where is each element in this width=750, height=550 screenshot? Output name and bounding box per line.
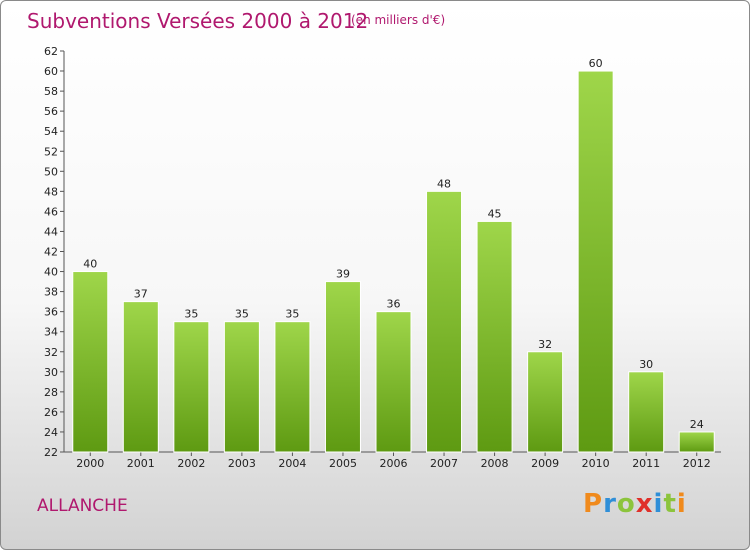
y-tick-label: 34 (44, 326, 58, 339)
data-label-2007: 48 (437, 177, 451, 190)
x-tick-label: 2001 (127, 457, 155, 470)
x-tick-label: 2010 (582, 457, 610, 470)
bar-2008 (476, 220, 513, 453)
data-label-2010: 60 (589, 57, 603, 70)
x-tick-label: 2011 (632, 457, 660, 470)
data-label-2009: 32 (538, 338, 552, 351)
axes: 22 24 26 28 30 32 34 36 38 40 42 44 46 48 50 52 54 56 58 60… (44, 45, 721, 459)
data-label-2008: 45 (488, 207, 502, 220)
logo-letter: i (653, 489, 664, 519)
commune-name: ALLANCHE (37, 496, 128, 516)
chart-title: Subventions Versées 2000 à 2012 (27, 9, 369, 33)
data-label-2001: 37 (134, 288, 148, 301)
y-tick-label: 32 (44, 346, 58, 359)
logo-letter: P (583, 489, 604, 519)
data-label-2011: 30 (639, 358, 653, 371)
x-tick-label: 2003 (228, 457, 256, 470)
bar-2012 (678, 431, 715, 453)
y-tick-label: 22 (44, 446, 58, 459)
logo-letter: t (663, 489, 677, 519)
logo-letter: o (616, 489, 636, 519)
unit-note: (en milliers d'€) (351, 13, 446, 27)
y-tick-label: 36 (44, 306, 58, 319)
y-tick-label: 46 (44, 205, 58, 218)
bar-2005 (324, 281, 361, 453)
y-tick-label: 28 (44, 386, 58, 399)
y-tick-label: 48 (44, 185, 58, 198)
y-tick-label: 52 (44, 145, 58, 158)
x-tick-label: 2008 (481, 457, 509, 470)
proxiti-logo[interactable]: Proxiti (583, 489, 687, 519)
y-tick-label: 54 (44, 125, 58, 138)
data-label-2002: 35 (184, 308, 198, 321)
data-label-2003: 35 (235, 308, 249, 321)
y-tick-label: 42 (44, 246, 58, 259)
logo-letter: i (676, 489, 687, 519)
bars-group (72, 70, 715, 453)
x-tick-label: 2004 (278, 457, 306, 470)
logo-letter: r (603, 489, 617, 519)
x-tick-label: 2005 (329, 457, 357, 470)
y-tick-label: 24 (44, 426, 58, 439)
bar-2010 (577, 70, 614, 453)
x-tick-label: 2007 (430, 457, 458, 470)
data-label-2006: 36 (387, 298, 401, 311)
bar-2003 (223, 321, 260, 453)
data-label-2004: 35 (285, 308, 299, 321)
y-tick-label: 50 (44, 165, 58, 178)
bar-2007 (426, 190, 463, 453)
y-tick-label: 30 (44, 366, 58, 379)
x-tick-label: 2002 (177, 457, 205, 470)
x-tick-label: 2012 (683, 457, 711, 470)
bar-2004 (274, 321, 311, 453)
bar-2000 (72, 271, 109, 453)
y-tick-label: 44 (44, 225, 58, 238)
y-tick-label: 56 (44, 105, 58, 118)
bar-2011 (628, 371, 665, 453)
y-tick-label: 60 (44, 65, 58, 78)
y-tick-label: 40 (44, 266, 58, 279)
bar-2001 (122, 301, 159, 453)
data-label-2005: 39 (336, 268, 350, 281)
logo-letter: x (635, 489, 654, 519)
data-label-2000: 40 (83, 258, 97, 271)
bar-2002 (173, 321, 210, 453)
bar-2006 (375, 311, 412, 453)
y-tick-label: 62 (44, 45, 58, 58)
x-tick-label: 2009 (531, 457, 559, 470)
bar-2009 (527, 351, 564, 453)
x-tick-label: 2000 (76, 457, 104, 470)
y-tick-label: 26 (44, 406, 58, 419)
data-label-2012: 24 (690, 418, 704, 431)
y-tick-label: 58 (44, 85, 58, 98)
labels-group: 40 2000 37 2001 35 2002 35 2003 35 2004 39 2005 36 20… (76, 57, 710, 470)
y-tick-label: 38 (44, 286, 58, 299)
x-tick-label: 2006 (380, 457, 408, 470)
